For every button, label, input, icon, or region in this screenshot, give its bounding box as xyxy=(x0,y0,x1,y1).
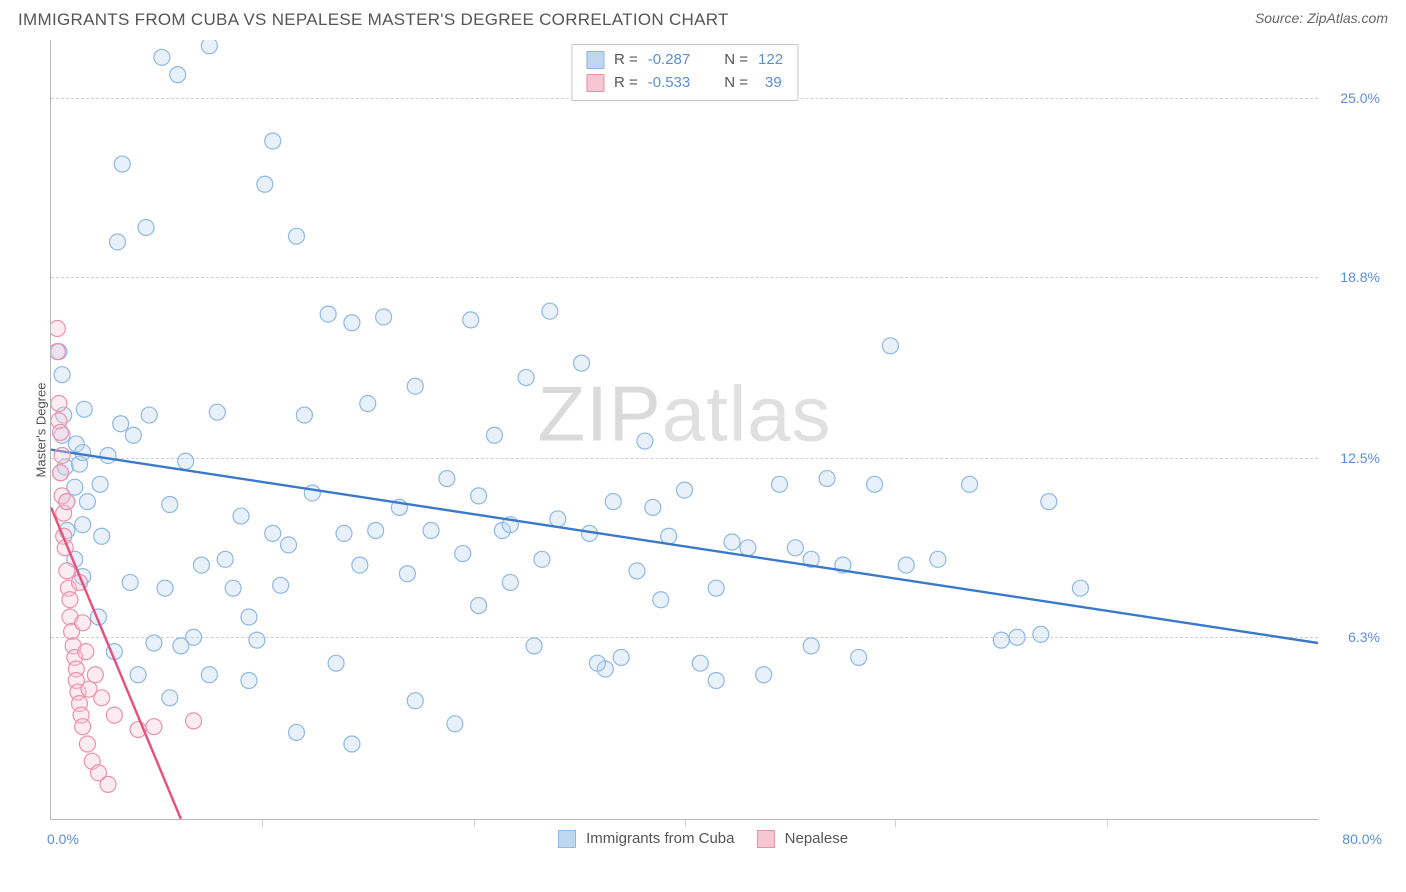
plot-svg xyxy=(51,40,1318,819)
legend-item-nepalese: Nepalese xyxy=(756,830,848,848)
y-tick-label: 18.8% xyxy=(1340,269,1380,285)
n-value-1: 122 xyxy=(758,49,783,72)
n-label: N = xyxy=(724,49,748,72)
r-value-2: -0.533 xyxy=(648,72,691,95)
legend-row-2: R = -0.533 N = 39 xyxy=(586,72,783,95)
n-label: N = xyxy=(724,72,748,95)
legend-label-nepalese: Nepalese xyxy=(785,830,848,847)
y-tick-label: 25.0% xyxy=(1340,90,1380,106)
legend-correlation: R = -0.287 N = 122 R = -0.533 N = 39 xyxy=(571,44,798,101)
n-value-2: 39 xyxy=(765,72,782,95)
legend-series: Immigrants from Cuba Nepalese xyxy=(558,830,848,848)
chart-area: Master's Degree ZIPatlas R = -0.287 N = … xyxy=(18,40,1388,860)
r-value-1: -0.287 xyxy=(648,49,691,72)
swatch-cuba-icon xyxy=(558,830,576,848)
r-label: R = xyxy=(614,49,638,72)
source-value: ZipAtlas.com xyxy=(1307,10,1388,26)
y-axis-label: Master's Degree xyxy=(34,382,49,477)
source-label: Source: xyxy=(1255,10,1303,26)
chart-title: IMMIGRANTS FROM CUBA VS NEPALESE MASTER'… xyxy=(18,10,729,30)
legend-item-cuba: Immigrants from Cuba xyxy=(558,830,735,848)
x-max-label: 80.0% xyxy=(1342,831,1382,847)
source: Source: ZipAtlas.com xyxy=(1255,10,1388,26)
plot-box: Master's Degree ZIPatlas R = -0.287 N = … xyxy=(50,40,1318,820)
legend-row-1: R = -0.287 N = 122 xyxy=(586,49,783,72)
legend-label-cuba: Immigrants from Cuba xyxy=(586,830,734,847)
x-min-label: 0.0% xyxy=(47,831,79,847)
swatch-nepalese-icon xyxy=(756,830,774,848)
swatch-cuba xyxy=(586,51,604,69)
y-tick-label: 6.3% xyxy=(1348,629,1380,645)
y-tick-label: 12.5% xyxy=(1340,450,1380,466)
header: IMMIGRANTS FROM CUBA VS NEPALESE MASTER'… xyxy=(0,0,1406,34)
swatch-nepalese xyxy=(586,74,604,92)
r-label: R = xyxy=(614,72,638,95)
